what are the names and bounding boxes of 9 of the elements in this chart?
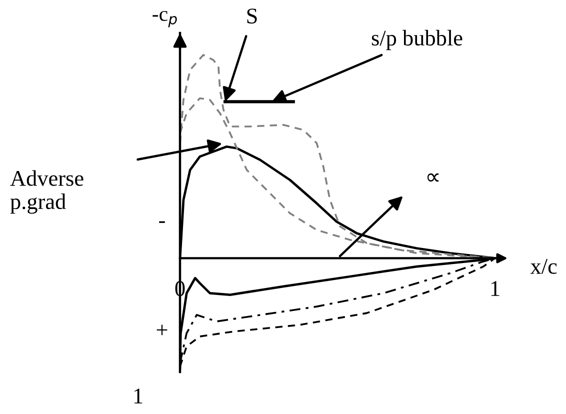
- x-axis-title: x/c: [530, 259, 557, 274]
- annotation: s/p bubble: [372, 30, 462, 50]
- annotation: S: [247, 8, 257, 24]
- annotation: ∝: [427, 173, 439, 182]
- text: +: [156, 324, 168, 336]
- text: Adverse p.grad: [10, 170, 84, 214]
- text: -: [159, 221, 165, 223]
- text: 1: [134, 388, 142, 404]
- y-axis-title: -c$_{p}$: [152, 10, 177, 28]
